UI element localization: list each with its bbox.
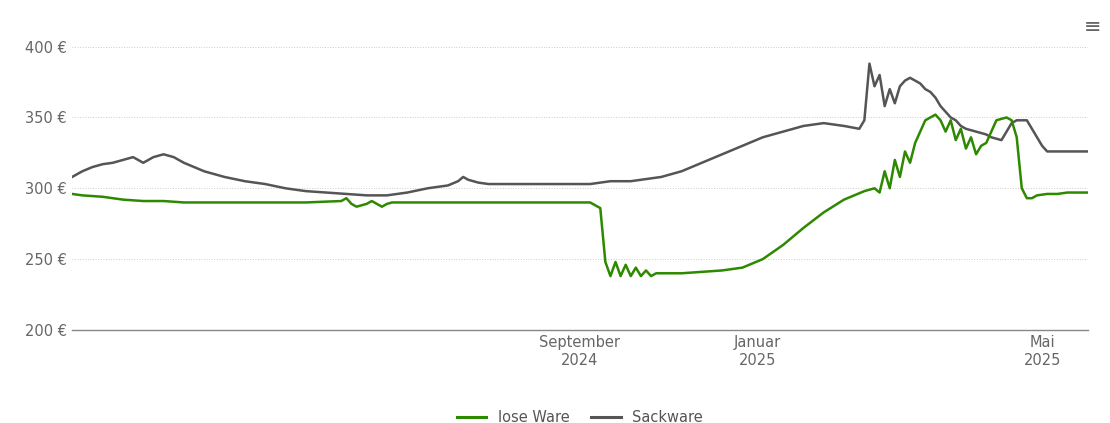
Legend: lose Ware, Sackware: lose Ware, Sackware <box>451 404 709 423</box>
Text: ≡: ≡ <box>1083 17 1101 37</box>
